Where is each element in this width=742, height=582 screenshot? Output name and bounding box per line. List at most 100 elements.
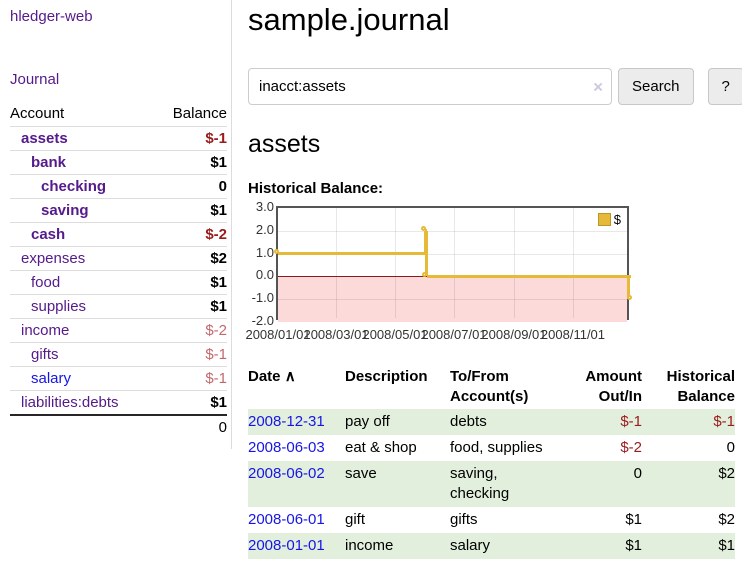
transaction-amount: $1	[625, 511, 642, 528]
accounts-table-head: Account Balance	[10, 102, 227, 127]
register-column-date[interactable]: Date ∧	[248, 365, 345, 409]
account-balance: $1	[154, 198, 227, 223]
account-name-cell: gifts	[10, 342, 155, 367]
x-axis-tick-label: 2008/09/01	[481, 327, 547, 342]
accounts-column-balance: Balance	[172, 105, 227, 122]
account-row: supplies $1	[10, 294, 227, 319]
account-link[interactable]: income	[21, 322, 70, 339]
sidebar-item-journal[interactable]: Journal	[10, 71, 60, 88]
gridline-vertical	[572, 208, 574, 318]
register-column-description: Description	[345, 368, 428, 385]
account-row: income $-2	[10, 318, 227, 343]
transaction-amount: $-1	[620, 413, 642, 430]
x-axis-tick-label: 2008/07/01	[421, 327, 487, 342]
y-axis-tick-label: 0.0	[255, 267, 274, 283]
chart-legend: $	[595, 211, 623, 228]
data-point-marker	[420, 226, 426, 232]
account-link[interactable]: assets	[21, 130, 68, 147]
legend-label: $	[613, 212, 621, 227]
table-row: 2008-12-31 pay off debts $-1 $-1	[248, 409, 735, 435]
transaction-description: save	[345, 465, 377, 482]
date-column-label: Date	[248, 368, 281, 385]
accounts-table-body: assets $-1 bank $1 checking 0 saving $1 cash $-2 e…	[10, 126, 227, 415]
clear-search-icon[interactable]: ×	[593, 77, 603, 96]
transaction-date-link[interactable]: 2008-01-01	[248, 537, 325, 554]
register-table-body: 2008-12-31 pay off debts $-1 $-1 2008-06-03 ea…	[248, 409, 735, 559]
account-link[interactable]: liabilities:debts	[21, 394, 119, 411]
account-row: checking 0	[10, 174, 227, 199]
transaction-amount: 0	[633, 465, 642, 482]
transaction-date-link[interactable]: 2008-12-31	[248, 413, 325, 430]
transaction-date-link[interactable]: 2008-06-03	[248, 439, 325, 456]
gridline-horizontal	[278, 299, 627, 301]
transaction-description: gift	[345, 511, 366, 528]
account-row: saving $1	[10, 198, 227, 223]
account-row: salary $-1	[10, 366, 227, 391]
data-point-marker	[422, 271, 428, 277]
transaction-date-link[interactable]: 2008-06-02	[248, 465, 325, 482]
search-input[interactable]	[248, 68, 612, 105]
account-name-cell: saving	[10, 198, 155, 223]
chart-line-segment	[426, 274, 631, 278]
account-balance: $-1	[154, 342, 227, 367]
x-axis-tick-label: 2008/01/01	[245, 327, 311, 342]
transaction-accounts: saving, checking	[450, 465, 510, 502]
account-link[interactable]: bank	[31, 154, 67, 171]
gridline-horizontal	[278, 230, 627, 232]
help-button[interactable]: ?	[707, 68, 742, 105]
register-column-amount: Amount Out/In	[585, 368, 642, 405]
account-balance: $2	[154, 246, 227, 271]
y-axis-tick-label: -1.0	[251, 290, 274, 306]
transaction-balance: $1	[718, 537, 735, 554]
search-form: × Search ?	[248, 68, 742, 105]
account-row: food $1	[10, 270, 227, 295]
register-header-row: Date ∧ Description To/From Account(s) Am…	[248, 365, 735, 409]
x-axis-tick-label: 2008/05/01	[362, 327, 428, 342]
account-name-cell: supplies	[10, 294, 155, 319]
account-balance: 0	[154, 174, 227, 199]
historical-balance-chart: $ 3.0 2.0 1.0 0.0 -1.0 -2.0 2008/01/01 2008/03/…	[245, 199, 640, 349]
y-axis-tick-label: 1.0	[255, 244, 274, 260]
table-row: 2008-06-03 eat & shop food, supplies $-2 0	[248, 435, 735, 461]
chart-line-segment	[626, 276, 630, 300]
data-point-marker	[626, 294, 632, 300]
accounts-column-account: Account	[10, 105, 65, 122]
account-link[interactable]: checking	[41, 178, 107, 195]
search-button[interactable]: Search	[618, 68, 694, 105]
account-link[interactable]: saving	[41, 202, 89, 219]
transaction-description: income	[345, 537, 394, 554]
negative-region-fill	[278, 276, 627, 322]
gridline-vertical	[513, 208, 515, 318]
main-content: sample.journal × Search ? assets Histori…	[232, 0, 742, 559]
account-name-cell: salary	[10, 366, 155, 391]
transaction-balance: 0	[726, 439, 735, 456]
transaction-amount: $1	[625, 537, 642, 554]
transaction-accounts: debts	[450, 413, 487, 430]
account-balance: $1	[154, 294, 227, 319]
account-heading: assets	[248, 130, 321, 158]
register-column-balance: Historical Balance	[666, 368, 735, 405]
account-link[interactable]: salary	[31, 370, 72, 387]
account-balance: $1	[154, 390, 227, 415]
account-link[interactable]: food	[31, 274, 61, 291]
accounts-total-row: 0	[10, 414, 227, 439]
account-name-cell: expenses	[10, 246, 155, 271]
chart-plot-area: $	[273, 206, 632, 322]
account-row: expenses $2	[10, 246, 227, 271]
table-row: 2008-01-01 income salary $1 $1	[248, 533, 735, 559]
gridline-vertical	[454, 208, 456, 318]
transaction-date-cell: 2008-06-01	[248, 507, 345, 533]
transaction-date-cell: 2008-06-02	[248, 461, 345, 507]
transaction-amount: $-2	[620, 439, 642, 456]
transaction-date-link[interactable]: 2008-06-01	[248, 511, 325, 528]
account-link[interactable]: expenses	[21, 250, 86, 267]
account-link[interactable]: gifts	[31, 346, 59, 363]
account-link[interactable]: supplies	[31, 298, 87, 315]
account-link[interactable]: cash	[31, 226, 66, 243]
y-axis-tick-label: -2.0	[251, 313, 274, 328]
account-name-cell: liabilities:debts	[10, 390, 155, 415]
chart-line-segment	[423, 230, 427, 254]
transaction-accounts: gifts	[450, 511, 478, 528]
brand-link[interactable]: hledger-web	[10, 8, 93, 25]
transaction-balance: $2	[718, 465, 735, 482]
